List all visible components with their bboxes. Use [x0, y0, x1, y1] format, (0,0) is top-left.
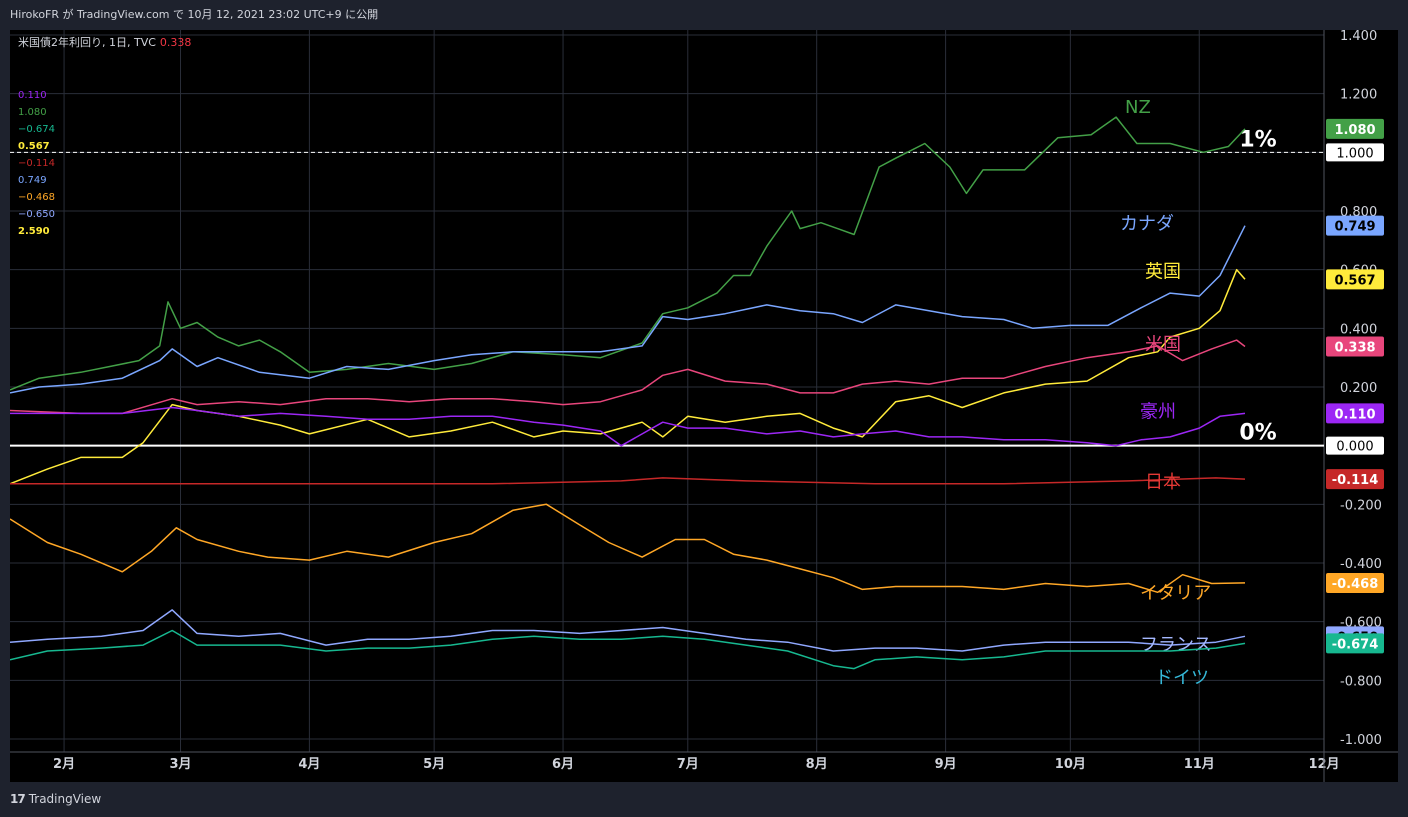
y-tick-label: 0.200: [1340, 381, 1377, 396]
series-name-label: カナダ: [1120, 214, 1174, 235]
y-tick-label: -1.000: [1340, 733, 1382, 748]
series-name-label: フランス: [1140, 634, 1212, 655]
legend-value: 1.080: [18, 107, 47, 118]
y-tick-label: -0.400: [1340, 557, 1382, 572]
reference-line-label: 1%: [1239, 127, 1276, 152]
brand-name: TradingView: [28, 792, 102, 806]
symbol-title-bar[interactable]: 米国債2年利回り, 1日, TVC 0.338: [18, 34, 191, 50]
series-name-label: 英国: [1145, 261, 1181, 282]
legend-value: −0.114: [18, 158, 56, 169]
x-tick-label: 6月: [552, 757, 574, 772]
series-name-label: イタリア: [1140, 583, 1211, 604]
footer-brand[interactable]: 17 TradingView: [10, 792, 101, 806]
chart-panel[interactable]: 1.4001.2001.0000.8000.6000.4000.2000.000…: [10, 30, 1398, 782]
series-axis-badge: [1326, 572, 1384, 593]
y-tick-label: -0.800: [1340, 674, 1382, 689]
y-tick-label: 0.400: [1340, 322, 1377, 337]
x-tick-label: 9月: [935, 757, 957, 772]
legend-value: 0.749: [18, 175, 47, 186]
x-tick-label: 11月: [1184, 757, 1215, 772]
series-axis-value: 0.110: [1334, 407, 1375, 422]
series-axis-badge: [1326, 118, 1384, 139]
series-axis-value: -0.468: [1332, 577, 1379, 592]
series-axis-badge: [1326, 469, 1384, 490]
series-line-イタリア: [10, 503, 1246, 594]
reference-axis-value: 0.000: [1336, 440, 1373, 455]
x-tick-label: 4月: [298, 757, 320, 772]
legend-value: 0.110: [18, 90, 47, 101]
tradingview-logo-icon: 17: [10, 792, 26, 806]
series-axis-badge: [1326, 403, 1384, 424]
series-line-フランス: [10, 609, 1246, 652]
x-tick-label: 7月: [677, 757, 699, 772]
reference-axis-badge: [1326, 143, 1384, 162]
series-line-米国: [10, 339, 1246, 415]
series-name-label: ドイツ: [1155, 667, 1209, 688]
series-axis-badge: [1326, 269, 1384, 290]
legend-value: 0.567: [18, 141, 50, 152]
series-axis-badge: [1326, 336, 1384, 357]
y-tick-label: 1.400: [1340, 30, 1377, 44]
y-tick-label: 1.200: [1340, 88, 1377, 103]
legend-values: 0.110 1.080 −0.674 0.567 −0.114 0.749 −0.468 −0…: [18, 87, 55, 240]
series-line-豪州: [10, 406, 1246, 447]
published-header: HirokoFR が TradingView.com で 10月 12, 202…: [10, 8, 379, 21]
series-line-日本: [10, 477, 1246, 485]
series-axis-badge: [1326, 633, 1384, 654]
series-axis-value: 0.749: [1334, 220, 1375, 235]
legend-value: −0.674: [18, 124, 56, 135]
reference-axis-value: 1.000: [1336, 146, 1373, 161]
symbol-current-value: 0.338: [159, 36, 192, 49]
reference-axis-badge: [1326, 436, 1384, 455]
series-axis-badge: [1326, 215, 1384, 236]
series-name-label: 米国: [1145, 335, 1181, 356]
series-line-ドイツ: [10, 629, 1246, 670]
symbol-title: 米国債2年利回り, 1日, TVC: [18, 36, 156, 49]
series-name-label: 日本: [1145, 472, 1181, 493]
series-name-label: NZ: [1125, 97, 1151, 118]
series-axis-value: -0.114: [1332, 473, 1379, 488]
x-tick-label: 2月: [53, 757, 75, 772]
y-tick-label: -0.200: [1340, 498, 1382, 513]
series-axis-value: 0.567: [1334, 273, 1375, 288]
series-axis-value: 0.338: [1334, 341, 1375, 356]
chart-canvas[interactable]: 1.4001.2001.0000.8000.6000.4000.2000.000…: [10, 30, 1398, 782]
series-name-label: 豪州: [1140, 401, 1176, 422]
reference-line-label: 0%: [1239, 421, 1276, 446]
legend-value: 2.590: [18, 226, 50, 237]
series-line-NZ: [10, 116, 1246, 391]
x-tick-label: 5月: [423, 757, 445, 772]
x-tick-label: 8月: [806, 757, 828, 772]
series-line-カナダ: [10, 225, 1246, 394]
legend-value: −0.468: [18, 192, 56, 203]
x-tick-label: 10月: [1055, 757, 1086, 772]
chart-background: [10, 30, 1398, 782]
series-axis-value: -0.674: [1332, 637, 1379, 652]
legend-value: −0.650: [18, 209, 56, 220]
series-axis-value: 1.080: [1334, 123, 1375, 138]
x-tick-label: 3月: [169, 757, 191, 772]
